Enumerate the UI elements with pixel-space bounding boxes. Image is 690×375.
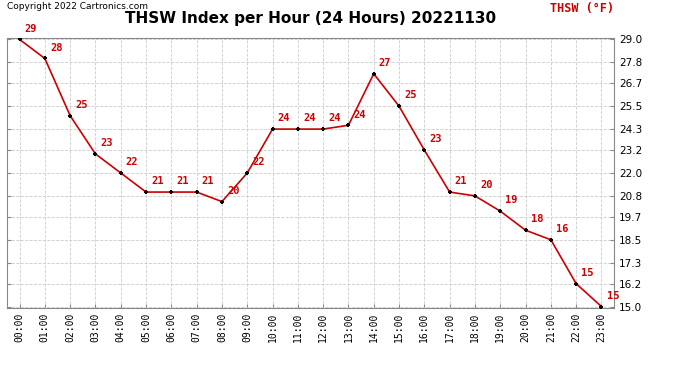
Text: 23: 23 (101, 138, 113, 148)
Text: 22: 22 (253, 157, 265, 167)
Point (166, 189, 177, 195)
Text: THSW Index per Hour (24 Hours) 20221130: THSW Index per Hour (24 Hours) 20221130 (125, 11, 496, 26)
Point (444, 189, 455, 195)
Text: 24: 24 (328, 113, 341, 123)
Point (293, 126, 304, 132)
Text: 21: 21 (201, 176, 214, 186)
Text: 21: 21 (151, 176, 164, 186)
Text: 28: 28 (50, 43, 62, 53)
Point (115, 170, 126, 176)
Text: 19: 19 (505, 195, 518, 206)
Point (469, 193, 480, 199)
Point (39, 56, 50, 62)
Point (65, 113, 76, 119)
Text: 27: 27 (379, 58, 391, 68)
Text: THSW (°F): THSW (°F) (550, 2, 614, 15)
Text: 21: 21 (177, 176, 189, 186)
Point (520, 227, 531, 233)
Text: 16: 16 (556, 224, 569, 234)
Text: 15: 15 (607, 291, 619, 301)
Text: 24: 24 (303, 113, 315, 123)
Point (545, 237, 556, 243)
Text: 15: 15 (581, 268, 593, 278)
Point (191, 189, 202, 195)
Point (90, 151, 101, 157)
Text: 20: 20 (227, 186, 239, 196)
Point (317, 126, 328, 132)
Text: 21: 21 (455, 176, 467, 186)
Point (267, 126, 278, 132)
Point (343, 122, 354, 128)
Point (141, 189, 152, 195)
Text: 20: 20 (480, 180, 493, 190)
Text: 22: 22 (126, 157, 138, 167)
Point (419, 147, 430, 153)
Text: 25: 25 (75, 100, 88, 110)
Text: 23: 23 (429, 134, 442, 144)
Point (495, 208, 506, 214)
Point (241, 170, 253, 176)
Text: Copyright 2022 Cartronics.com: Copyright 2022 Cartronics.com (7, 2, 148, 11)
Point (217, 199, 228, 205)
Point (368, 71, 380, 77)
Text: 24: 24 (353, 110, 366, 120)
Point (571, 280, 582, 286)
Point (596, 303, 607, 309)
Text: 18: 18 (531, 214, 543, 225)
Text: 29: 29 (25, 24, 37, 34)
Text: 25: 25 (404, 90, 417, 101)
Text: 24: 24 (277, 113, 290, 123)
Point (393, 103, 404, 109)
Point (14, 36, 25, 42)
